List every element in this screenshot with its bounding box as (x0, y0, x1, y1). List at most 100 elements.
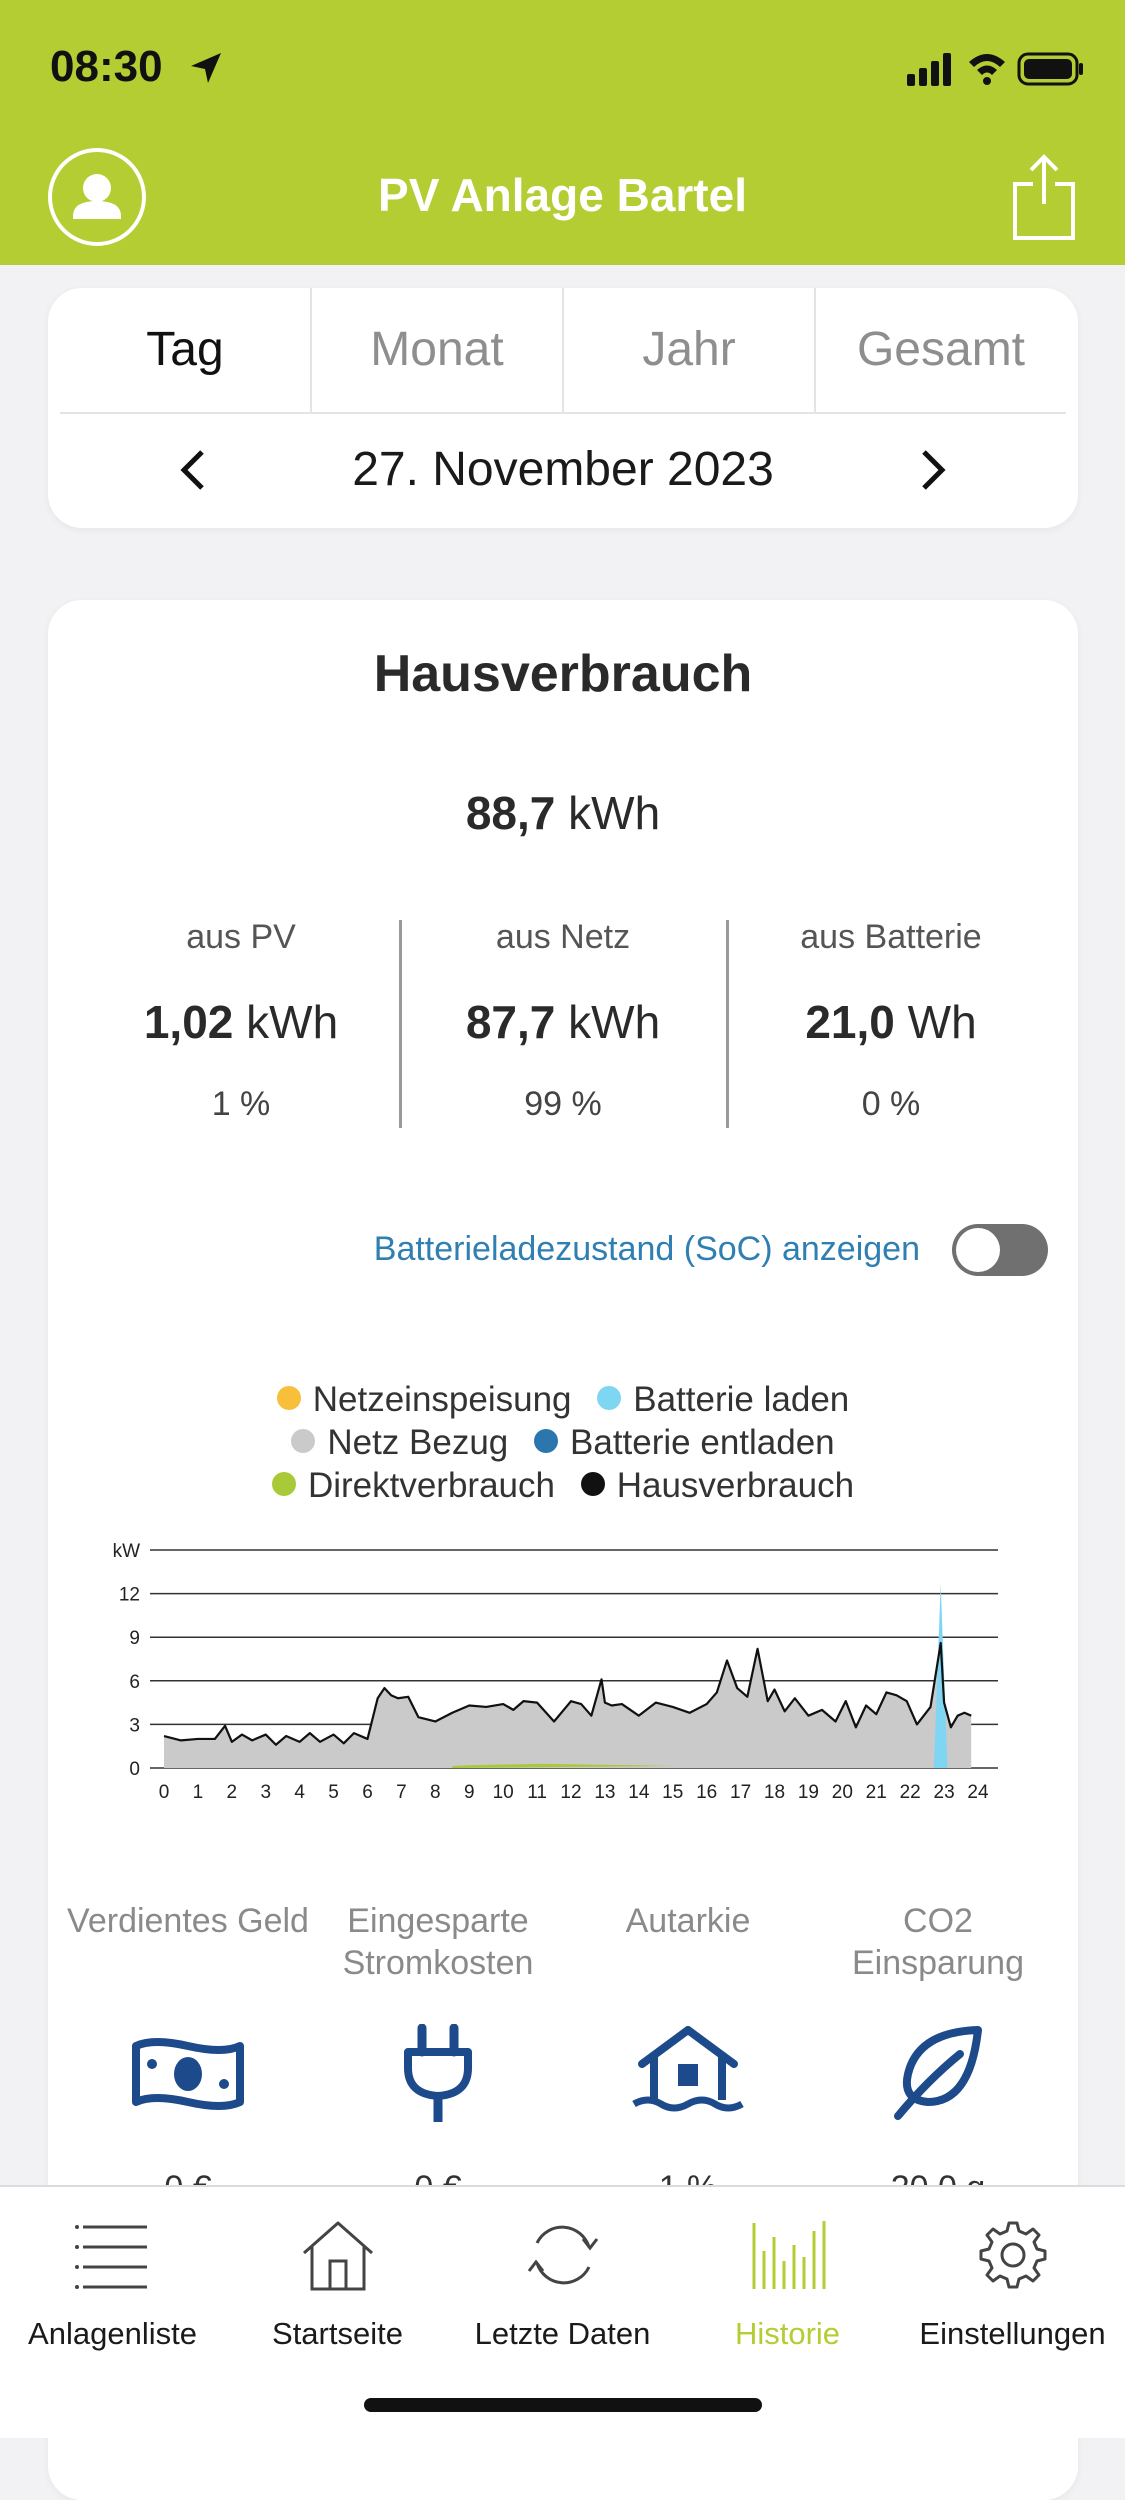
kpi-label: Verdientes Geld (67, 1902, 309, 1940)
gear-icon (979, 2221, 1046, 2289)
legend-dot (276, 1386, 301, 1410)
legend-label: Direktverbrauch (307, 1466, 555, 1505)
x-tick-label: 0 (159, 1782, 170, 1803)
tab-month[interactable]: Monat (310, 288, 562, 412)
refresh-icon (527, 2225, 598, 2285)
tab-plant-list[interactable]: Anlagenliste (0, 2217, 225, 2352)
stat-unit: kWh (568, 996, 661, 1048)
legend-dot (534, 1429, 559, 1453)
x-tick-label: 15 (662, 1782, 683, 1803)
legend-item[interactable]: Batterie laden (597, 1380, 849, 1420)
home-indicator (364, 2398, 762, 2412)
x-tick-label: 17 (730, 1782, 751, 1803)
kpi-label: Eingesparte Stromkosten (342, 1902, 534, 1982)
x-tick-label: 12 (560, 1782, 581, 1803)
x-tick-label: 8 (430, 1782, 441, 1803)
legend-item[interactable]: Netzeinspeisung (276, 1380, 572, 1420)
divider (399, 920, 402, 1128)
legend-label: Batterie entladen (570, 1423, 835, 1462)
y-axis-label: kW (113, 1541, 141, 1562)
tab-latest-data[interactable]: Letzte Daten (450, 2217, 675, 2352)
legend-item[interactable]: Hausverbrauch (580, 1466, 854, 1506)
y-tick-label: 0 (129, 1759, 140, 1780)
total-consumption: 88,7 kWh (48, 786, 1078, 840)
home-icon (302, 2221, 373, 2291)
stat-value: 1,02 (143, 996, 234, 1048)
toggle-knob (956, 1228, 1000, 1272)
x-tick-label: 24 (967, 1782, 989, 1803)
y-tick-label: 6 (129, 1672, 140, 1693)
stat-percent: 99 % (524, 1085, 602, 1123)
tab-year[interactable]: Jahr (562, 288, 814, 412)
tab-day[interactable]: Tag (146, 323, 224, 376)
house-consumption-line (163, 1641, 972, 1746)
location-arrow-icon (191, 53, 221, 83)
legend-row: Direktverbrauch Hausverbrauch (48, 1466, 1078, 1506)
plug-icon (404, 2023, 472, 2122)
legend-label: Batterie laden (633, 1380, 850, 1419)
tab-home[interactable]: Startseite (225, 2217, 450, 2352)
x-tick-label: 13 (594, 1782, 615, 1803)
legend-item[interactable]: Batterie entladen (534, 1423, 835, 1463)
app-title: PV Anlage Bartel (378, 169, 747, 221)
x-tick-label: 23 (934, 1782, 955, 1803)
legend-dot (271, 1472, 296, 1496)
kpi-earned-money: Verdientes Geld 0 € (63, 1900, 313, 2208)
status-time: 08:30 (50, 42, 163, 91)
legend-dot (580, 1472, 605, 1496)
soc-toggle-label[interactable]: Batterieladezustand (SoC) anzeigen (373, 1230, 920, 1268)
chevron-left-icon[interactable] (166, 442, 222, 498)
x-tick-label: 11 (527, 1782, 547, 1803)
kpi-co2-savings: CO2 Einsparung 20,0 g (813, 1900, 1063, 2208)
legend-dot (597, 1386, 622, 1410)
legend-label: Netz Bezug (327, 1423, 509, 1462)
leaf-icon (894, 2026, 982, 2120)
stat-label: aus Batterie (800, 918, 982, 956)
stat-percent: 0 % (861, 1085, 921, 1123)
kpi-label: CO2 Einsparung (851, 1902, 1024, 1982)
section-title: Hausverbrauch (373, 645, 753, 703)
divider (726, 920, 729, 1128)
soc-toggle[interactable] (952, 1224, 1048, 1276)
house-icon (632, 2026, 744, 2112)
legend-row: Netz Bezug Batterie entladen (48, 1423, 1078, 1463)
tab-history[interactable]: Historie (675, 2217, 900, 2352)
x-tick-label: 19 (798, 1782, 819, 1803)
list-icon (74, 2225, 147, 2289)
x-tick-label: 14 (628, 1782, 650, 1803)
x-tick-label: 10 (493, 1782, 514, 1803)
consumption-card: Hausverbrauch 88,7 kWh aus PV 1,02 kWh 1… (48, 600, 1078, 2500)
chevron-right-icon[interactable] (904, 442, 960, 498)
x-tick-label: 5 (328, 1782, 339, 1803)
legend-item[interactable]: Direktverbrauch (271, 1466, 555, 1506)
kpi-label: Autarkie (625, 1902, 751, 1940)
x-tick-label: 3 (260, 1782, 271, 1803)
total-value: 88,7 (465, 787, 556, 839)
y-tick-label: 3 (129, 1715, 140, 1736)
share-icon[interactable] (1011, 152, 1077, 242)
kpi-autarky: Autarkie 1 % (563, 1900, 813, 2208)
profile-button[interactable] (48, 148, 146, 246)
x-tick-label: 9 (464, 1782, 475, 1803)
history-chart-icon (752, 2221, 825, 2289)
tab-label: Anlagenliste (28, 2316, 197, 2351)
legend-item[interactable]: Netz Bezug (291, 1423, 508, 1463)
stat-unit: Wh (907, 996, 977, 1048)
bottom-tab-bar: Anlagenliste Startseite Letzte Daten His… (0, 2185, 1125, 2438)
legend-row: Netzeinspeisung Batterie laden (48, 1380, 1078, 1420)
tab-total[interactable]: Gesamt (814, 288, 1066, 412)
money-icon (132, 2038, 244, 2110)
tab-settings[interactable]: Einstellungen (900, 2217, 1125, 2352)
x-tick-label: 20 (832, 1782, 853, 1803)
stat-label: aus PV (186, 918, 296, 956)
status-icons (907, 52, 1083, 86)
app-header: 08:30 PV Anlage Bartel (0, 0, 1125, 265)
legend-label: Netzeinspeisung (312, 1380, 572, 1419)
date-row: 27. November 2023 (48, 414, 1078, 528)
period-selector: Tag Monat Jahr Gesamt 27. November 2023 (48, 288, 1078, 528)
stat-pv: aus PV 1,02 kWh 1 % (78, 918, 404, 1124)
x-tick-label: 16 (696, 1782, 717, 1803)
stat-value: 87,7 (465, 996, 556, 1048)
stat-unit: kWh (246, 996, 339, 1048)
user-icon (73, 174, 121, 219)
